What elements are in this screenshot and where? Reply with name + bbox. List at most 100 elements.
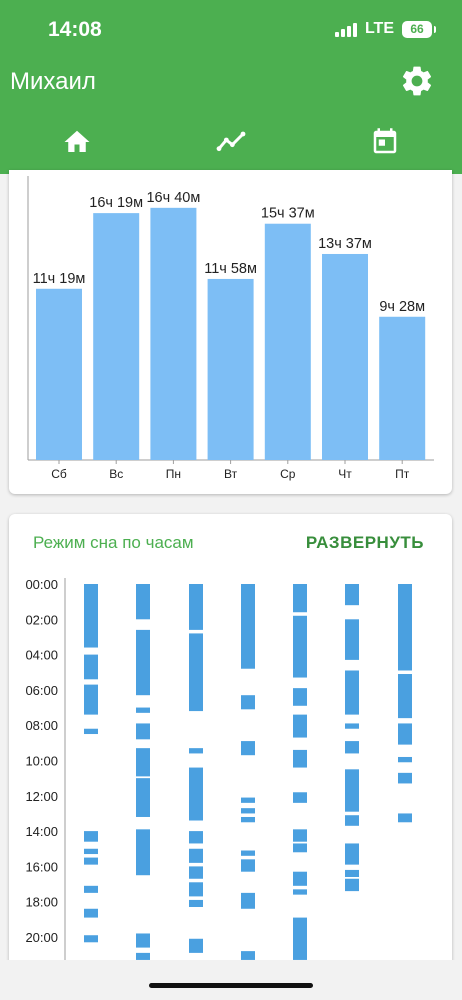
settings-gear-icon[interactable] [399,63,435,99]
hour-label-1: 02:00 [25,612,58,627]
tab-home[interactable] [0,114,154,170]
sleep-segment-day5-3 [345,723,359,729]
bar-value-label-1: 16ч 19м [89,195,143,211]
sleep-segment-day0-0 [84,584,98,648]
sleep-segment-day5-0 [345,584,359,606]
sleep-segment-day2-6 [189,866,203,879]
signal-icon [334,21,357,37]
bar-value-label-2: 16ч 40м [146,190,200,206]
sleep-segment-day1-1 [136,629,150,696]
sleep-segment-day5-9 [345,878,359,892]
bar-5 [322,253,368,460]
x-tick-label-6: Пт [395,467,410,481]
status-icons: LTE 66 [334,20,436,38]
sleep-segment-day0-6 [84,857,98,865]
sleep-segment-day5-6 [345,815,359,826]
trending-icon [216,131,246,152]
bar-2 [150,207,197,460]
expand-button[interactable]: РАЗВЕРНУТЬ [305,533,424,552]
sleep-segment-day3-4 [241,808,255,814]
weekly-sleep-card: 11ч 19м Сб 16ч 19м Вс 16ч 40м Пн 11ч 58м Вт 15ч … [9,170,452,494]
sleep-segment-day3-2 [241,741,255,756]
hour-label-8: 16:00 [25,859,58,874]
sleep-segment-day5-7 [345,843,359,865]
sleep-segment-day6-5 [398,813,412,823]
sleep-segment-day0-7 [84,885,98,893]
sleep-segment-day5-8 [345,869,359,877]
app-header: 14:08 LTE 66 Михаил [0,0,462,174]
sleep-segment-day2-7 [189,882,203,897]
sleep-segment-day4-3 [293,714,307,738]
bar-3 [207,278,254,460]
sleep-segment-day0-1 [84,654,98,680]
bar-4 [264,223,311,460]
sleep-segment-day6-3 [398,756,412,763]
sleep-segment-day5-4 [345,741,359,754]
sleep-segment-day2-2 [189,748,203,754]
battery-level: 66 [410,22,424,36]
x-tick-label-2: Пн [166,467,181,481]
sleep-segment-day2-8 [189,899,203,907]
bar-value-label-6: 9ч 28м [379,299,425,315]
bar-6 [379,316,426,460]
sleep-segment-day4-10 [293,917,307,960]
hour-label-0: 00:00 [25,577,58,592]
tab-trends[interactable] [154,114,308,170]
weekly-sleep-bar-chart: 11ч 19м Сб 16ч 19м Вс 16ч 40м Пн 11ч 58м Вт 15ч … [27,176,434,481]
x-tick-label-1: Вс [109,467,123,481]
sleep-segment-day2-4 [189,831,203,844]
tab-calendar[interactable] [308,114,462,170]
sleep-segment-day0-8 [84,908,98,918]
sleep-segment-day2-3 [189,767,203,821]
sleep-segment-day4-8 [293,871,307,886]
sleep-segment-day1-8 [136,952,150,960]
sleep-segment-day3-9 [241,951,255,960]
sleep-segment-day1-7 [136,933,150,948]
app-title: Михаил [10,68,96,95]
hour-label-4: 08:00 [25,718,58,733]
sleep-segment-day3-1 [241,695,255,710]
sleep-segment-day3-6 [241,850,255,856]
hour-label-2: 04:00 [25,648,58,663]
sleep-segment-day0-4 [84,831,98,842]
sleep-segment-day6-1 [398,674,412,719]
sleep-segment-day5-5 [345,769,359,812]
sleep-by-hour-card: Режим сна по часам РАЗВЕРНУТЬ 00:00 02:00… [9,514,452,984]
sleep-segment-day2-1 [189,633,203,712]
hour-label-9: 18:00 [25,895,58,910]
hour-label-5: 10:00 [25,754,58,769]
sleep-segment-day5-1 [345,619,359,660]
sleep-segment-day6-2 [398,723,412,745]
battery-icon: 66 [402,20,436,38]
sleep-segment-day1-6 [136,829,150,876]
sleep-segment-day0-2 [84,684,98,715]
bar-value-label-3: 11ч 58м [204,261,257,277]
sleep-segment-day4-2 [293,688,307,706]
network-type: LTE [364,20,394,37]
sleep-segment-day4-9 [293,889,307,895]
sleep-segment-day3-3 [241,797,255,803]
sleep-segment-day0-3 [84,728,98,735]
sleep-by-hour-title: Режим сна по часам [33,533,194,552]
x-tick-label-3: Вт [224,467,238,481]
sleep-timeline-chart: 00:00 02:00 04:00 06:00 08:00 10:00 12:00 14:00… [25,577,412,984]
hour-label-3: 06:00 [25,683,58,698]
sleep-segment-day2-5 [189,848,203,863]
sleep-segment-day1-4 [136,748,150,777]
sleep-segment-day1-0 [136,584,150,620]
sleep-segment-day4-1 [293,615,307,678]
sleep-segment-day3-5 [241,816,255,823]
bottom-bar [0,960,462,1000]
sleep-segment-day4-7 [293,843,307,853]
home-indicator[interactable] [149,983,313,988]
x-tick-label-4: Ср [280,467,296,481]
bar-value-label-5: 13ч 37м [318,236,372,252]
sleep-segment-day1-5 [136,778,150,817]
sleep-segment-day1-2 [136,707,150,713]
calendar-icon [373,128,397,154]
hour-label-10: 20:00 [25,930,58,945]
bar-value-label-4: 15ч 37м [261,206,315,222]
sleep-segment-day3-0 [241,584,255,669]
sleep-segment-day0-5 [84,848,98,855]
sleep-segment-day6-4 [398,772,412,784]
